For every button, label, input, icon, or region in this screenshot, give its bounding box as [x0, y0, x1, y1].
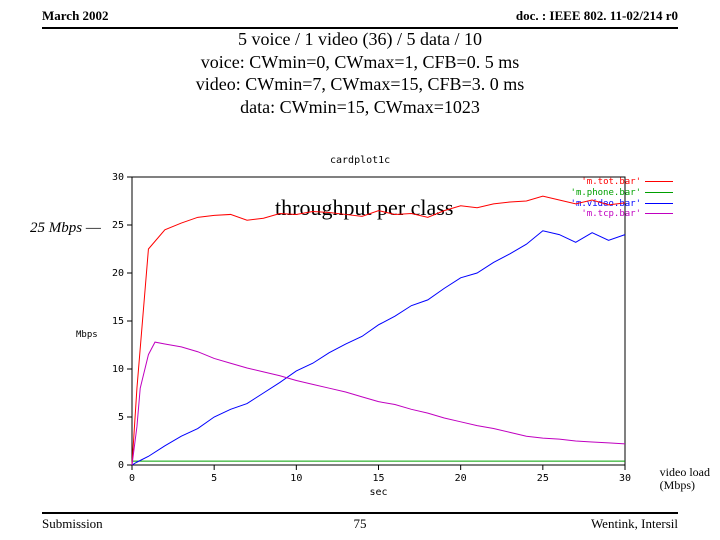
title-line-4: data: CWmin=15, CWmax=1023 [0, 96, 720, 119]
svg-text:5: 5 [118, 412, 124, 423]
svg-text:15: 15 [372, 473, 384, 484]
svg-text:20: 20 [112, 268, 124, 279]
chart-svg: 0 5 10 15 20 25 30 0 5 10 15 20 25 30 sec [90, 169, 635, 499]
svg-text:0: 0 [129, 473, 135, 484]
footer-rule [42, 512, 678, 514]
title-line-2: voice: CWmin=0, CWmax=1, CFB=0. 5 ms [0, 51, 720, 74]
header-left: March 2002 [42, 8, 109, 24]
svg-text:10: 10 [112, 364, 124, 375]
svg-text:0: 0 [118, 460, 124, 471]
y-axis-label: Mbps [76, 330, 98, 340]
svg-text:30: 30 [619, 473, 631, 484]
svg-text:25: 25 [112, 220, 124, 231]
svg-text:15: 15 [112, 316, 124, 327]
svg-text:sec: sec [369, 487, 387, 498]
svg-text:30: 30 [112, 172, 124, 183]
svg-text:20: 20 [455, 473, 467, 484]
title-line-3: video: CWmin=7, CWmax=15, CFB=3. 0 ms [0, 73, 720, 96]
title-line-1: 5 voice / 1 video (36) / 5 data / 10 [0, 28, 720, 51]
throughput-chart: 0 5 10 15 20 25 30 0 5 10 15 20 25 30 sec [90, 169, 635, 499]
svg-text:10: 10 [290, 473, 302, 484]
title-block: 5 voice / 1 video (36) / 5 data / 10 voi… [0, 28, 720, 118]
header-right: doc. : IEEE 802. 11-02/214 r0 [516, 8, 678, 24]
footer-center: 75 [0, 516, 720, 532]
bottom-right-annotation: video load (Mbps) [660, 466, 710, 492]
page-header: March 2002 doc. : IEEE 802. 11-02/214 r0 [42, 8, 678, 24]
svg-text:25: 25 [537, 473, 549, 484]
chart-small-title: cardplot1c [330, 155, 390, 166]
svg-text:5: 5 [211, 473, 217, 484]
